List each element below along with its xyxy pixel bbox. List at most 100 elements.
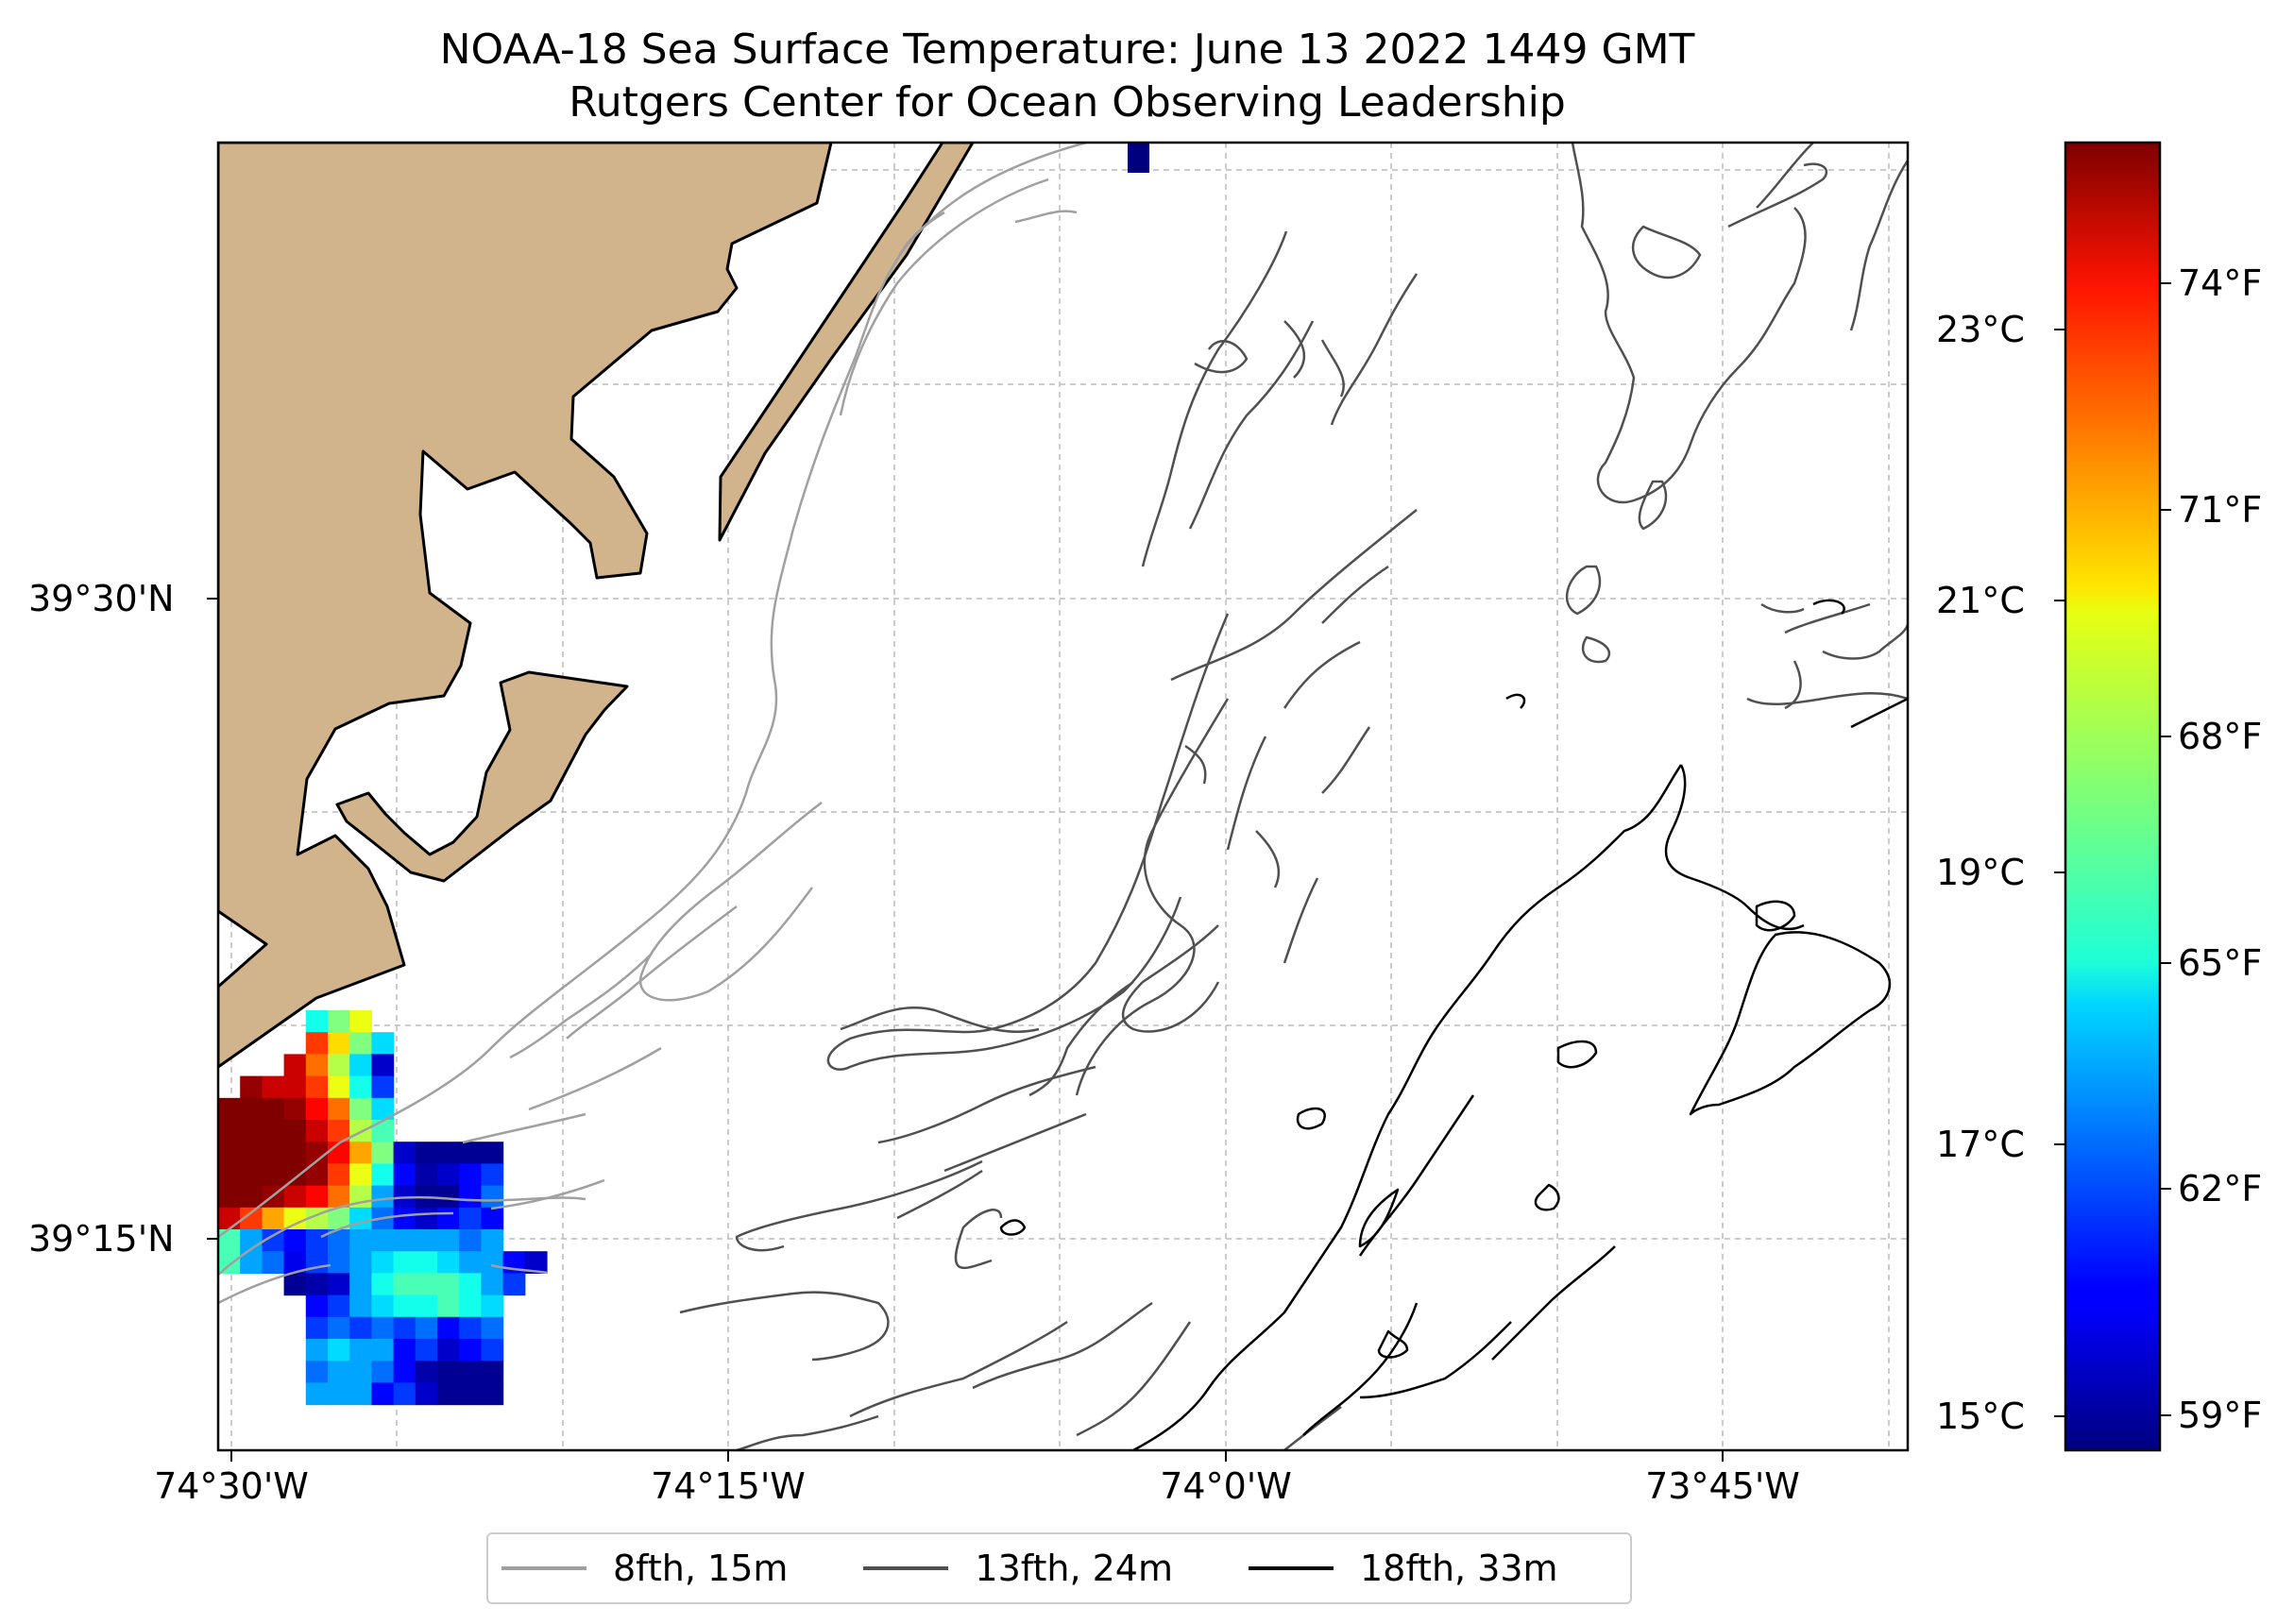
sst-cell: [218, 1142, 241, 1164]
sst-cell: [481, 1339, 504, 1362]
sst-cell: [437, 1142, 460, 1164]
sst-cell: [393, 1294, 416, 1318]
sst-cell: [305, 1382, 329, 1406]
sst-cell: [481, 1361, 504, 1383]
sst-cell: [305, 1010, 329, 1033]
sst-cell: [349, 1339, 372, 1362]
sst-cell: [240, 1097, 263, 1121]
sst-cell: [481, 1185, 504, 1209]
sst-cell: [218, 1185, 241, 1209]
sst-cell: [415, 1294, 438, 1318]
sst-cell: [283, 1207, 307, 1230]
sst-cell: [371, 1382, 395, 1406]
sst-cell: [305, 1294, 329, 1318]
sst-cell: [218, 1120, 241, 1142]
sst-cell: [305, 1251, 329, 1274]
sst-cell: [305, 1229, 329, 1252]
sst-cell: [218, 1097, 241, 1121]
sst-cell: [415, 1382, 438, 1406]
sst-cell: [437, 1316, 460, 1340]
sst-cell: [437, 1382, 460, 1406]
sst-cell: [349, 1097, 372, 1121]
legend-label-18fth: 18fth, 33m: [1359, 1548, 1558, 1589]
sst-cell: [415, 1339, 438, 1362]
legend-item-18fth: 18fth, 33m: [1248, 1548, 1558, 1589]
sst-cell: [371, 1075, 395, 1099]
colorbar-label-68f: 68°F: [2178, 716, 2263, 757]
sst-cell: [240, 1185, 263, 1209]
map-legend: 8fth, 15m 13fth, 24m 18fth, 33m: [486, 1532, 1632, 1604]
sst-cell: [262, 1097, 285, 1121]
map-subtitle: Rutgers Center for Ocean Observing Leade…: [569, 78, 1566, 127]
sst-cell: [283, 1273, 307, 1296]
sst-cell: [328, 1185, 350, 1209]
sst-cell: [459, 1361, 482, 1383]
legend-swatch-8fth: [501, 1566, 586, 1570]
sst-cell: [415, 1316, 438, 1340]
colorbar-label-62f: 62°F: [2178, 1168, 2263, 1210]
sst-cell: [305, 1339, 329, 1362]
sst-cell: [459, 1163, 482, 1187]
sst-cell: [349, 1010, 372, 1033]
sst-cell: [371, 1097, 395, 1121]
colorbar-ticks: [2054, 282, 2171, 1417]
sst-pixel-north: [1128, 143, 1149, 173]
sst-cell: [437, 1251, 460, 1274]
sst-cell: [437, 1185, 460, 1209]
sst-cell: [262, 1163, 285, 1187]
sst-cell: [283, 1229, 307, 1252]
sst-cell: [371, 1163, 395, 1187]
sst-cell: [328, 1361, 350, 1383]
colorbar-label-74f: 74°F: [2178, 262, 2263, 304]
sst-cell: [349, 1294, 372, 1318]
sst-cell: [459, 1273, 482, 1296]
sst-cell: [328, 1339, 350, 1362]
sst-cell: [283, 1097, 307, 1121]
sst-cell: [481, 1382, 504, 1406]
sst-cell: [349, 1142, 372, 1164]
sst-cell: [459, 1382, 482, 1406]
sst-cell: [371, 1229, 395, 1252]
sst-cell: [218, 1207, 241, 1230]
sst-cell: [415, 1251, 438, 1274]
lon-label-74-0: 74°0'W: [1160, 1465, 1292, 1507]
land-island: [335, 670, 629, 883]
lon-label-74-30: 74°30'W: [154, 1465, 309, 1507]
sst-cell: [349, 1361, 372, 1383]
sst-cell: [240, 1142, 263, 1164]
sst-cell: [262, 1142, 285, 1164]
legend-label-13fth: 13fth, 24m: [975, 1548, 1173, 1589]
sst-cell: [328, 1207, 350, 1230]
sst-cell: [393, 1207, 416, 1230]
legend-swatch-13fth: [863, 1566, 949, 1570]
sst-cell: [371, 1251, 395, 1274]
sst-cell: [328, 1251, 350, 1274]
sst-cell: [218, 1229, 241, 1252]
sst-cell: [240, 1163, 263, 1187]
sst-cell: [437, 1207, 460, 1230]
isobath-8fth: [218, 143, 1087, 1305]
sst-cell: [349, 1316, 372, 1340]
sst-cell: [415, 1142, 438, 1164]
sst-cell: [481, 1316, 504, 1340]
sst-cell: [393, 1273, 416, 1296]
sst-cell: [283, 1054, 307, 1077]
sst-cell: [305, 1032, 329, 1055]
axis-ticks: [207, 598, 1724, 1462]
colorbar-label-15c: 15°C: [1936, 1396, 2025, 1437]
sst-cell: [328, 1120, 350, 1142]
sst-cell: [283, 1163, 307, 1187]
sst-cell: [262, 1207, 285, 1230]
sst-cell: [328, 1273, 350, 1296]
sst-cell: [305, 1120, 329, 1142]
colorbar-label-71f: 71°F: [2178, 489, 2263, 531]
isobath-13fth: [679, 143, 1908, 1450]
sst-cell: [262, 1120, 285, 1142]
sst-cell: [371, 1361, 395, 1383]
sst-cell: [371, 1316, 395, 1340]
sst-cell: [371, 1273, 395, 1296]
sst-cell: [349, 1075, 372, 1099]
map-frame: [216, 141, 1910, 1452]
sst-cell: [240, 1207, 263, 1230]
